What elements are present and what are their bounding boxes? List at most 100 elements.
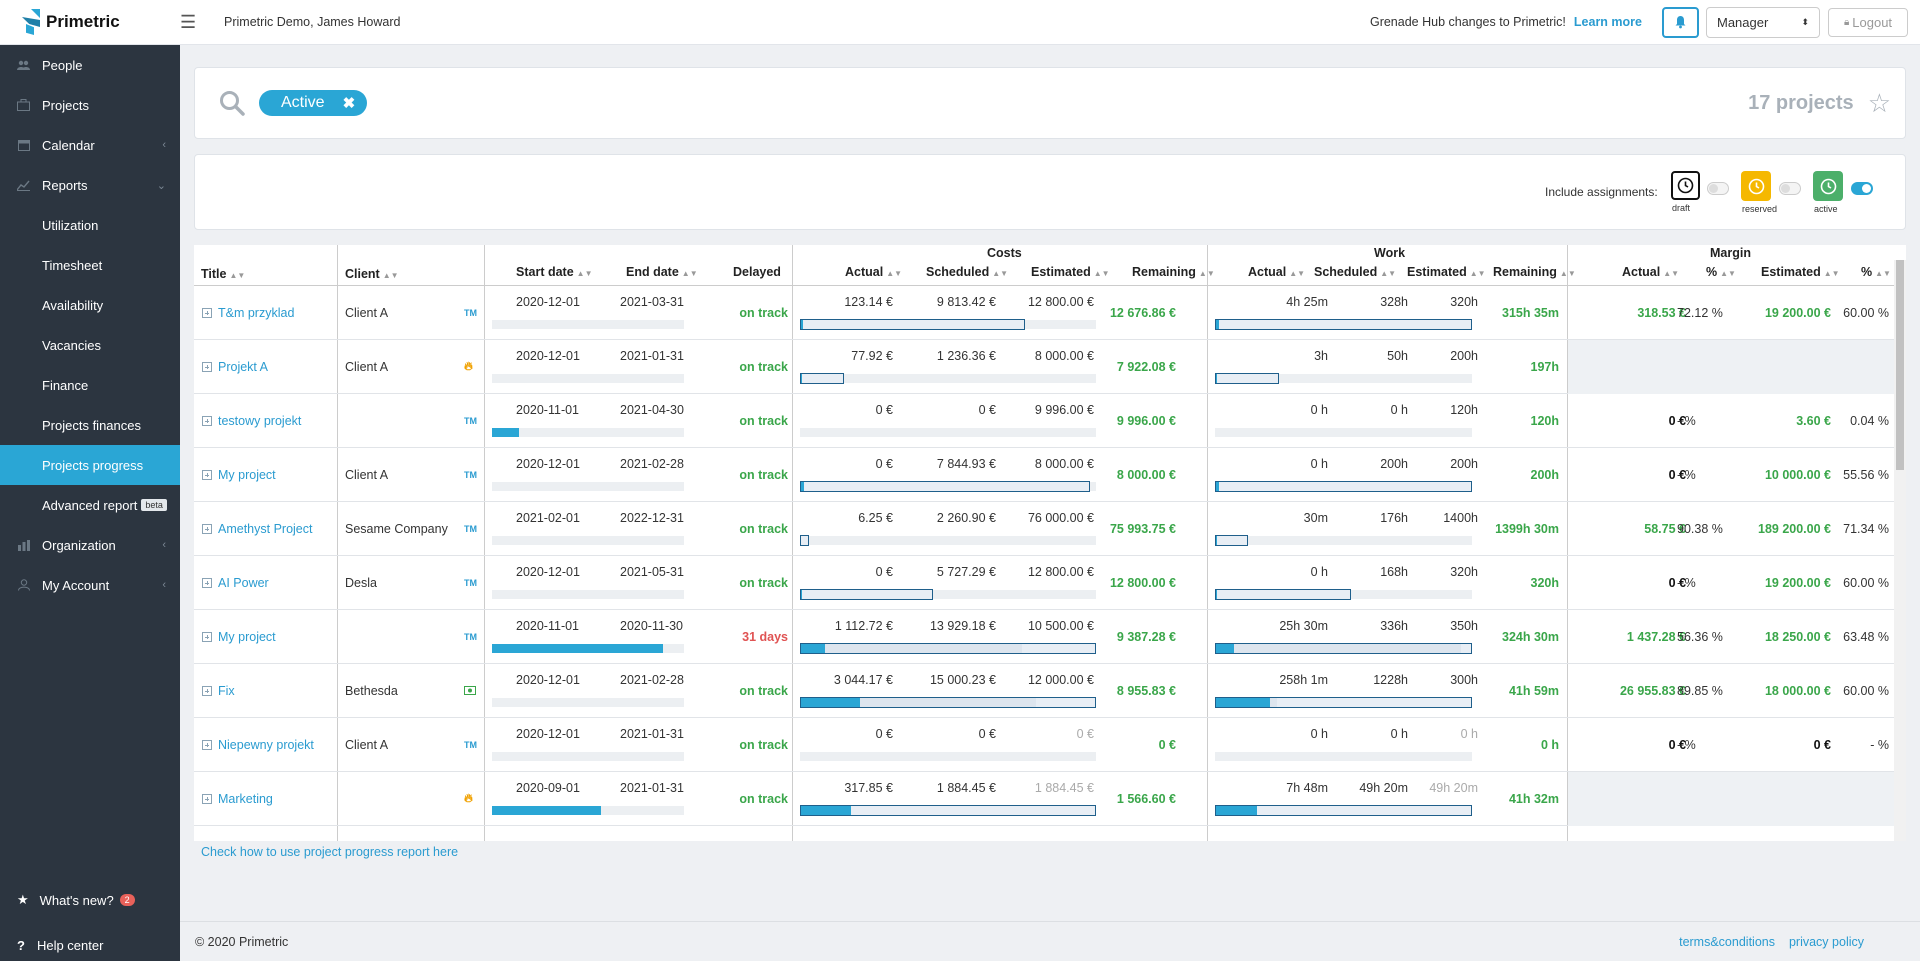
header-costs-estimated[interactable]: Estimated ▲▼ (1031, 265, 1110, 279)
sidebar-item-projects-finances[interactable]: Projects finances (42, 417, 141, 433)
draft-toggle[interactable] (1707, 182, 1729, 195)
brand[interactable]: Primetric (0, 9, 180, 35)
table-row[interactable]: My project Client A TM 2020-12-01 2021-02-28… (194, 448, 1894, 502)
header-margin-estimated-pct[interactable]: % ▲▼ (1861, 265, 1891, 279)
project-title-link[interactable]: Fix (202, 684, 235, 698)
privacy-link[interactable]: privacy policy (1788, 934, 1864, 949)
margin-estimated: 10 000.00 € (1764, 468, 1831, 482)
header-delayed[interactable]: Delayed (733, 265, 781, 279)
footer: © 2020 Primetric terms&conditions privac… (180, 921, 1920, 961)
work-estimated: 1400h (1443, 511, 1478, 525)
header-margin-actual[interactable]: Actual ▲▼ (1622, 265, 1679, 279)
search-icon[interactable] (207, 90, 257, 116)
header-costs-scheduled[interactable]: Scheduled ▲▼ (926, 265, 1008, 279)
table-row[interactable]: AI Power Desla TM 2020-12-01 2021-05-31 on tr… (194, 556, 1894, 610)
header-costs-remaining[interactable]: Remaining ▲▼ (1132, 265, 1215, 279)
remove-filter-icon[interactable]: ✖ (342, 95, 356, 112)
header-title[interactable]: Title ▲▼ (201, 267, 245, 281)
project-title-link[interactable]: Marketing (202, 792, 273, 806)
active-toggle[interactable] (1851, 182, 1873, 195)
expand-plus-icon[interactable] (202, 362, 212, 372)
margin-actual: 0 € (1668, 414, 1686, 428)
expand-plus-icon[interactable] (202, 470, 212, 480)
project-title-link[interactable]: My project (202, 630, 276, 644)
costs-scheduled: 9 813.42 € (936, 295, 996, 309)
sidebar-item-vacancies[interactable]: Vacancies (42, 337, 102, 353)
table-row[interactable]: Projekt A Client A 🔥︎ 2020-12-01 2021-01-31 o… (194, 340, 1894, 394)
sidebar-item-my-account[interactable]: My Account ‹ (0, 565, 180, 605)
table-row[interactable]: Amethyst Project Sesame Company TM 2021-02-… (194, 502, 1894, 556)
header-work-remaining[interactable]: Remaining ▲▼ (1493, 265, 1576, 279)
role-select[interactable]: Manager ⬍ (1706, 6, 1820, 38)
expand-plus-icon[interactable] (202, 686, 212, 696)
sidebar-item-people[interactable]: People (0, 45, 180, 85)
header-end-date[interactable]: End date ▲▼ (626, 265, 698, 279)
table-scrollbar[interactable] (1894, 260, 1906, 841)
sidebar-item-projects-progress[interactable]: Projects progress (0, 445, 180, 485)
expand-plus-icon[interactable] (202, 578, 212, 588)
sidebar-item-calendar[interactable]: Calendar ‹ (0, 125, 180, 165)
scrollbar-thumb[interactable] (1896, 260, 1904, 470)
table-row[interactable]: Marketing 🔥︎ 2020-09-01 2021-01-31 on track 3… (194, 772, 1894, 826)
header-work-estimated[interactable]: Estimated ▲▼ (1407, 265, 1486, 279)
costs-remaining: 8 000.00 € (1116, 468, 1176, 482)
header-label: Scheduled (926, 265, 990, 279)
project-title-link[interactable]: Niepewny projekt (202, 738, 314, 752)
table-row[interactable]: Niepewny projekt Client A TM 2020-12-01 2021… (194, 718, 1894, 772)
costs-actual-fill (801, 806, 851, 815)
expand-plus-icon[interactable] (202, 308, 212, 318)
reserved-toggle[interactable] (1779, 182, 1801, 195)
sidebar-item-utilization[interactable]: Utilization (42, 217, 99, 233)
sidebar-item-availability[interactable]: Availability (42, 297, 104, 313)
favorite-star-icon[interactable]: ☆ (1867, 87, 1891, 118)
sidebar-item-finance[interactable]: Finance (42, 377, 89, 393)
hamburger-menu-icon[interactable]: ☰ (180, 11, 197, 32)
header-client[interactable]: Client ▲▼ (345, 267, 399, 281)
sidebar-item-reports[interactable]: Reports ⌄ (0, 165, 180, 205)
sidebar-item-advanced-report[interactable]: Advanced report beta (0, 485, 180, 525)
header-margin-estimated[interactable]: Estimated ▲▼ (1761, 265, 1840, 279)
expand-plus-icon[interactable] (202, 416, 212, 426)
costs-progress-track (800, 752, 1096, 761)
sidebar-item-projects[interactable]: Projects (0, 85, 180, 125)
project-title-link[interactable]: testowy projekt (202, 414, 301, 428)
expand-plus-icon[interactable] (202, 632, 212, 642)
sidebar-item-organization[interactable]: Organization ‹ (0, 525, 180, 565)
header-work-scheduled[interactable]: Scheduled ▲▼ (1314, 265, 1396, 279)
header-work-actual[interactable]: Actual ▲▼ (1248, 265, 1305, 279)
header-start-date[interactable]: Start date ▲▼ (516, 265, 593, 279)
project-progress-help-link[interactable]: Check how to use project progress report… (201, 845, 459, 859)
costs-estimated: 76 000.00 € (1027, 511, 1094, 525)
project-title-link[interactable]: AI Power (202, 576, 269, 590)
learn-more-link[interactable]: Learn more (1573, 15, 1642, 29)
sidebar-item-timesheet[interactable]: Timesheet (42, 257, 103, 273)
table-row[interactable]: testowy projekt TM 2020-11-01 2021-04-30 on … (194, 394, 1894, 448)
table-row[interactable]: My project TM 2020-11-01 2020-11-30 31 days 1… (194, 610, 1894, 664)
project-title-link[interactable]: My project (202, 468, 276, 482)
role-select-value: Manager (1717, 14, 1769, 30)
whats-new-link[interactable]: ★ What's new? 2 (0, 880, 180, 920)
project-title-link[interactable]: T&m przyklad (202, 306, 294, 320)
header-costs-actual[interactable]: Actual ▲▼ (845, 265, 902, 279)
client-name: Client A (345, 468, 389, 482)
costs-actual: 0 € (875, 403, 893, 417)
expand-plus-icon[interactable] (202, 740, 212, 750)
table-row[interactable]: Fix Bethesda 2020-12-01 2021-02-28 on track 3… (194, 664, 1894, 718)
work-progress-bar (1215, 535, 1249, 546)
work-actual: 30m (1303, 511, 1328, 525)
margin-actual: 1 437.28 € (1626, 630, 1686, 644)
project-title: Amethyst Project (218, 522, 313, 536)
notifications-button[interactable] (1662, 6, 1699, 38)
project-title-link[interactable]: Amethyst Project (202, 522, 312, 536)
project-title-link[interactable]: Projekt A (202, 360, 268, 374)
assignments-options-panel: Include assignments: draft reserved acti… (194, 154, 1906, 230)
logout-button[interactable]: 🔒︎ Logout (1828, 7, 1908, 37)
header-margin-actual-pct[interactable]: % ▲▼ (1706, 265, 1736, 279)
work-actual-fill (1216, 320, 1219, 329)
help-center-link[interactable]: ? Help center (0, 925, 180, 961)
table-row[interactable]: T&m przyklad Client A TM 2020-12-01 2021-03-… (194, 286, 1894, 340)
active-filter-chip[interactable]: Active ✖ (259, 90, 368, 116)
terms-link[interactable]: terms&conditions (1679, 934, 1775, 949)
expand-plus-icon[interactable] (202, 794, 212, 804)
expand-plus-icon[interactable] (202, 524, 212, 534)
